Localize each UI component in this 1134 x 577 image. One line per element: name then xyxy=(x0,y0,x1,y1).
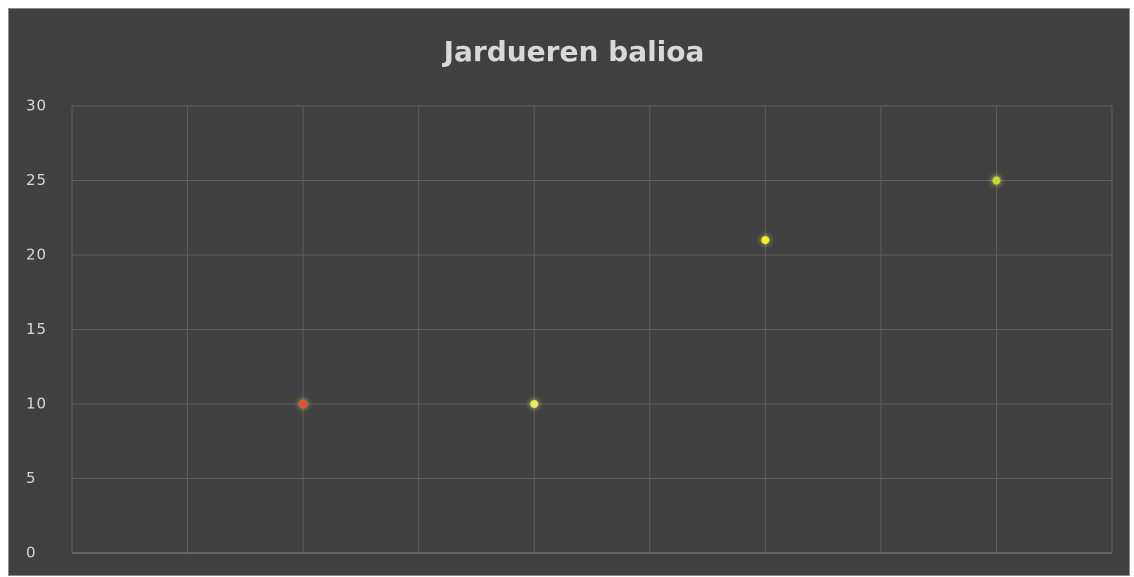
chart-area xyxy=(8,8,1130,576)
point xyxy=(530,400,539,408)
point xyxy=(992,176,1001,185)
chart-title: Jardueren balioa xyxy=(442,35,705,68)
y-tick-label: 25 xyxy=(26,171,47,189)
point xyxy=(761,236,770,245)
y-tick-label: 20 xyxy=(26,246,47,264)
y-tick-label: 10 xyxy=(26,395,47,413)
y-tick-label: 15 xyxy=(26,320,47,338)
y-tick-label: 5 xyxy=(26,469,37,487)
y-tick-label: 0 xyxy=(26,544,37,562)
point xyxy=(299,400,308,408)
y-tick-label: 30 xyxy=(26,97,47,115)
